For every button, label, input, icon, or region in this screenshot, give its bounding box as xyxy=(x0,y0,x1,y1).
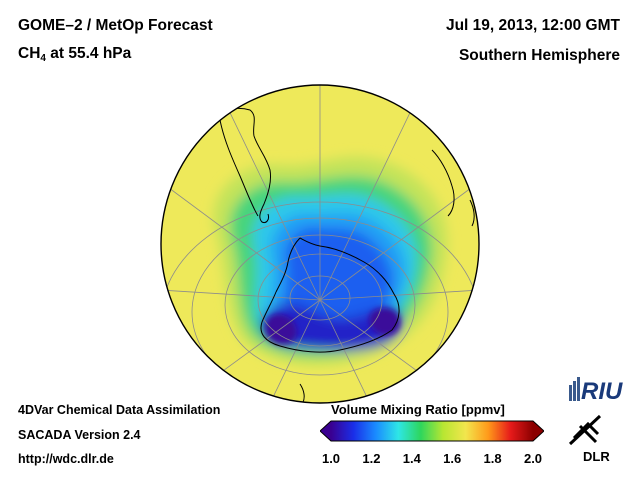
coast-south-america-west xyxy=(219,119,259,217)
coast-antarctica xyxy=(260,237,400,353)
footer-version: SACADA Version 2.4 xyxy=(18,428,141,442)
title-species: CH4 at 55.4 hPa xyxy=(18,45,132,64)
colorbar-title: Volume Mixing Ratio [ppmv] xyxy=(331,402,505,417)
footer-url[interactable]: http://wdc.dlr.de xyxy=(18,452,114,466)
dlr-text: DLR xyxy=(583,449,610,464)
coast-madagascar xyxy=(469,199,475,227)
colorbar-tick-label: 1.8 xyxy=(483,451,502,466)
colorbar xyxy=(320,420,544,442)
contour-purple-east xyxy=(369,307,401,336)
riu-logo: RIU xyxy=(569,377,623,405)
colorbar-tick-label: 1.0 xyxy=(321,451,341,466)
coast-africa xyxy=(431,149,455,217)
colorbar-arrow-left xyxy=(320,421,331,441)
colorbar-gradient xyxy=(331,421,533,441)
contour-purple-west xyxy=(265,314,297,345)
title-instrument: GOME–2 / MetOp Forecast xyxy=(18,17,213,34)
coast-antarctic-peninsula xyxy=(275,237,301,293)
coast-south-america xyxy=(213,107,271,223)
coast-australia xyxy=(429,357,463,393)
colorbar-tick-label: 1.2 xyxy=(362,451,381,466)
globe-outline xyxy=(160,84,480,404)
colorbar-tick-label: 1.6 xyxy=(443,451,462,466)
colorbar-tick-label: 1.4 xyxy=(402,451,421,466)
contour-dark-blue xyxy=(261,303,403,351)
svg-text:RIU: RIU xyxy=(581,378,623,405)
colorbar-arrow-right xyxy=(533,421,544,441)
colorbar-tick-label: 2.0 xyxy=(523,451,543,466)
title-region: Southern Hemisphere xyxy=(458,47,620,64)
title-datetime: Jul 19, 2013, 12:00 GMT xyxy=(445,17,620,34)
footer-assimilation: 4DVar Chemical Data Assimilation xyxy=(18,403,221,417)
dlr-logo xyxy=(568,414,602,446)
